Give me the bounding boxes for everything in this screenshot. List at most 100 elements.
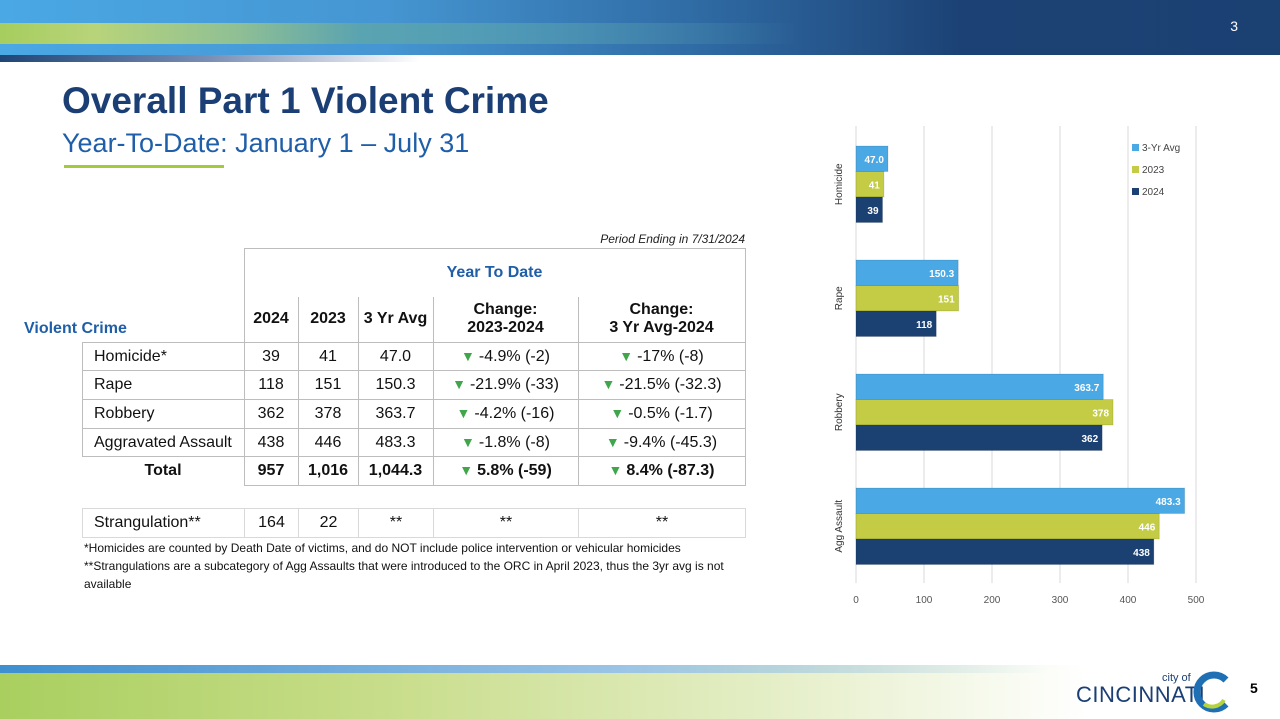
- row-label: Rape: [82, 370, 245, 400]
- bar-2024: [855, 310, 937, 337]
- cell-change2: **: [578, 508, 746, 538]
- logo-small-text: city of: [1162, 672, 1191, 684]
- change-value: -4.9% (-2): [478, 347, 550, 365]
- logo-name: CINCINNATI: [1076, 682, 1206, 707]
- x-tick-label: 200: [984, 595, 1001, 606]
- cell-2023: 41: [297, 342, 359, 371]
- down-arrow-icon: ▼: [461, 433, 475, 450]
- cell-avg: 47.0: [357, 342, 434, 371]
- col-header-line: 3 Yr Avg-2024: [609, 319, 714, 337]
- top-number: 3: [1230, 18, 1238, 34]
- legend-swatch: [1132, 188, 1139, 195]
- col-header-2023: 2023: [297, 296, 359, 343]
- cell-2024: 164: [244, 508, 299, 538]
- col-header-2024: 2024: [243, 296, 299, 343]
- col-header-change-2023: Change: 2023-2024: [432, 296, 579, 343]
- total-label: Total: [82, 456, 245, 486]
- data-label: 47.0: [864, 155, 884, 166]
- down-arrow-icon: ▼: [459, 462, 474, 478]
- y-category-label: Agg Assault: [834, 500, 845, 553]
- col-header-line: Change:: [473, 301, 538, 319]
- data-label: 118: [916, 320, 933, 331]
- col-header-3yr: 3 Yr Avg: [357, 296, 434, 343]
- down-arrow-icon: ▼: [610, 405, 625, 421]
- ytd-table: Year To Date 2024 2023 3 Yr Avg Change: 2…: [82, 248, 746, 486]
- down-arrow-icon: ▼: [605, 433, 620, 450]
- group-header: Year To Date: [243, 248, 746, 297]
- row-label: Homicide*: [82, 342, 245, 371]
- change-value: -21.9% (-33): [469, 376, 559, 393]
- cell-avg: 363.7: [357, 399, 434, 429]
- cell-2023: 22: [298, 508, 359, 538]
- cell-change2: ▼ -17% (-8): [577, 342, 746, 371]
- data-label: 363.7: [1074, 383, 1099, 394]
- row-label: Aggravated Assault: [82, 428, 245, 457]
- footer-accent: [0, 665, 1050, 673]
- cell-change2: ▼ -21.5% (-32.3): [577, 370, 746, 400]
- cell-2023: 151: [297, 370, 359, 400]
- data-label: 483.3: [1156, 497, 1181, 508]
- data-label: 150.3: [929, 269, 954, 280]
- legend-swatch: [1132, 144, 1139, 151]
- blank-cell: [83, 249, 245, 297]
- data-label: 362: [1081, 434, 1098, 445]
- cell-2024: 118: [243, 370, 299, 400]
- total-2023: 1,016: [297, 456, 359, 486]
- cell-2024: 438: [243, 428, 299, 457]
- down-arrow-icon: ▼: [601, 376, 616, 392]
- legend-label: 3-Yr Avg: [1142, 143, 1180, 154]
- header-accent: [0, 23, 800, 44]
- table-row: Aggravated Assault 438 446 483.3 ▼ -1.8% …: [82, 428, 746, 457]
- bar-2023: [855, 171, 885, 198]
- down-arrow-icon: ▼: [461, 347, 475, 364]
- row-label: Robbery: [82, 399, 245, 429]
- data-label: 438: [1133, 548, 1150, 559]
- x-tick-label: 100: [916, 595, 933, 606]
- bar-3-yr-avg: [855, 487, 1186, 514]
- data-label: 41: [869, 180, 881, 191]
- y-category-label: Homicide: [834, 163, 845, 205]
- cell-change2: ▼ -0.5% (-1.7): [577, 399, 746, 429]
- col-header-change-3yr: Change: 3 Yr Avg-2024: [577, 296, 746, 343]
- bar-2023: [855, 513, 1160, 540]
- cell-2023: 446: [297, 428, 359, 457]
- x-tick-label: 500: [1188, 595, 1205, 606]
- table-row: Homicide* 39 41 47.0 ▼ -4.9% (-2) ▼ -17% (…: [82, 342, 746, 371]
- bar-3-yr-avg: [855, 259, 959, 286]
- cell-avg: **: [358, 508, 434, 538]
- strangulation-table: Strangulation** 164 22 ** ** **: [82, 508, 746, 538]
- page-subtitle: Year-To-Date: January 1 – July 31: [62, 128, 470, 158]
- down-arrow-icon: ▼: [619, 347, 634, 364]
- table-row: Rape 118 151 150.3 ▼ -21.9% (-33) ▼ -21.5%…: [82, 370, 746, 400]
- cell-change1: ▼ -4.9% (-2): [432, 342, 579, 371]
- cell-2024: 39: [243, 342, 299, 371]
- x-tick-label: 300: [1052, 595, 1069, 606]
- blank-cell: [82, 296, 244, 343]
- x-tick-label: 400: [1120, 595, 1137, 606]
- total-change1: ▼ 5.8% (-59): [432, 456, 579, 486]
- change-value: -4.2% (-16): [474, 405, 555, 422]
- y-category-label: Rape: [834, 286, 845, 310]
- period-note: Period Ending in 7/31/2024: [600, 232, 745, 246]
- bar-3-yr-avg: [855, 145, 889, 172]
- legend-label: 2023: [1142, 165, 1165, 176]
- data-label: 151: [938, 294, 955, 305]
- cell-avg: 150.3: [357, 370, 434, 400]
- legend-swatch: [1132, 166, 1139, 173]
- change-value: -17% (-8): [637, 347, 704, 365]
- bar-2024: [855, 424, 1103, 451]
- change-value: -1.8% (-8): [478, 433, 550, 451]
- table-row: Strangulation** 164 22 ** ** **: [82, 508, 746, 538]
- data-label: 446: [1139, 522, 1156, 533]
- cell-change1: ▼ -4.2% (-16): [432, 399, 579, 429]
- footer-banner: [0, 665, 1280, 719]
- cell-2023: 378: [297, 399, 359, 429]
- legend-label: 2024: [1142, 187, 1165, 198]
- cincinnati-logo-icon: [1193, 671, 1229, 713]
- x-tick-label: 0: [853, 595, 859, 606]
- bar-3-yr-avg: [855, 373, 1104, 400]
- cell-change1: ▼ -21.9% (-33): [432, 370, 579, 400]
- row-label: Strangulation**: [82, 508, 245, 538]
- down-arrow-icon: ▼: [452, 376, 466, 392]
- change-value: -21.5% (-32.3): [619, 376, 722, 393]
